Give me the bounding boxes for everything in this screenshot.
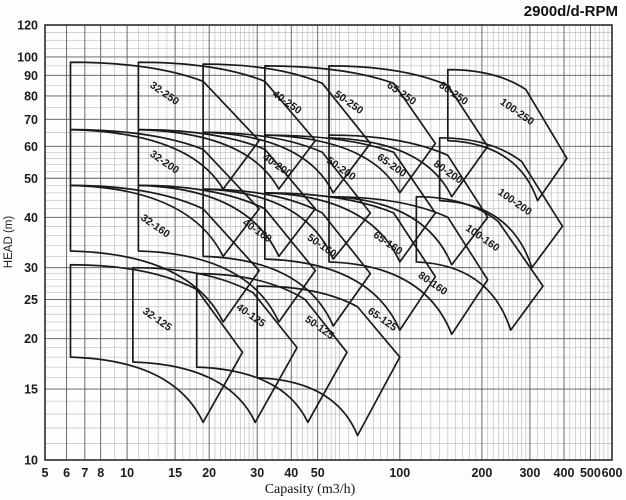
pump-envelope-32-125 [69,263,244,424]
pump-envelope-40-250 [137,61,317,190]
pump-envelope-50-250 [202,63,372,194]
pump-envelope-80-250 [328,65,489,198]
pump-model-label-65-125: 65-125 [365,305,399,334]
y-tick-label: 60 [24,140,38,154]
y-axis-tick-labels: 10 15 20 25 30 40 50 60 70 80 90 100 120 [17,19,38,468]
y-tick-label: 30 [24,261,38,275]
pump-model-label-40-250: 40-250 [270,88,304,117]
x-tick-label: 40 [284,466,298,480]
pump-envelope-80-200 [328,134,489,266]
pump-envelope-40-125 [132,266,298,424]
x-tick-label: 10 [120,466,134,480]
y-tick-label: 15 [24,383,38,397]
pump-envelope-32-160 [69,184,261,323]
pump-envelope-50-125 [195,272,348,424]
pump-envelope-100-200 [438,136,564,269]
y-tick-label: 90 [24,69,38,83]
plot-frame [44,24,613,461]
pump-envelope-100-160 [415,195,544,331]
y-tick-label: 40 [24,211,38,225]
x-tick-label: 7 [81,466,88,480]
x-tick-label: 300 [519,466,540,480]
y-tick-label: 120 [17,19,38,33]
pump-model-label-65-200: 65-200 [375,151,409,180]
y-tick-label: 100 [17,50,38,64]
pump-model-label-80-250: 80-250 [437,79,471,108]
x-tick-label: 20 [202,466,216,480]
pump-envelope-65-125 [256,285,401,437]
pump-model-label-32-125: 32-125 [140,305,174,334]
y-tick-label: 20 [24,332,38,346]
pump-envelope-100-250 [446,68,568,202]
y-tick-label: 80 [24,89,38,103]
pump-envelope-80-160 [328,195,489,336]
y-tick-label: 70 [24,113,38,127]
x-tick-label: 100 [389,466,410,480]
y-tick-label: 50 [24,172,38,186]
pump-envelope-40-160 [137,184,317,323]
pump-envelope-50-200 [202,131,372,260]
x-tick-label: 600 [602,466,623,480]
pump-envelope-32-200 [69,128,261,258]
x-tick-label: 50 [311,466,325,480]
x-tick-label: 30 [250,466,264,480]
x-tick-label: 8 [97,466,104,480]
pump-envelope-65-250 [263,65,437,194]
x-tick-label: 6 [63,466,70,480]
x-tick-label: 5 [42,466,49,480]
pump-model-labels: 32-250 40-250 50-250 65-250 80-250100-25032-… [138,79,536,342]
x-axis-title: Capasity (m3/h) [265,482,356,497]
pump-model-label-100-200: 100-200 [495,186,534,218]
pump-envelope-40-200 [137,128,317,258]
pump-envelope-curves [69,61,568,437]
y-tick-label: 25 [24,293,38,307]
pump-envelope-65-200 [263,134,437,263]
x-tick-label: 400 [554,466,575,480]
chart-title: 2900d/d-RPM [524,3,618,20]
pump-envelope-50-160 [202,188,372,327]
pump-model-label-32-250: 32-250 [148,79,182,108]
y-axis-title: HEAD (m) [3,216,15,269]
pump-envelope-65-160 [263,192,437,331]
pump-model-label-65-250: 65-250 [385,79,419,108]
x-axis-tick-labels: 5 6 7 8 10 15 20 30 40 50 100 200 300 400 500 600 [42,466,623,480]
y-tick-label: 10 [24,454,38,468]
x-tick-label: 200 [471,466,492,480]
x-tick-label: 500 [580,466,601,480]
x-tick-label: 15 [168,466,182,480]
